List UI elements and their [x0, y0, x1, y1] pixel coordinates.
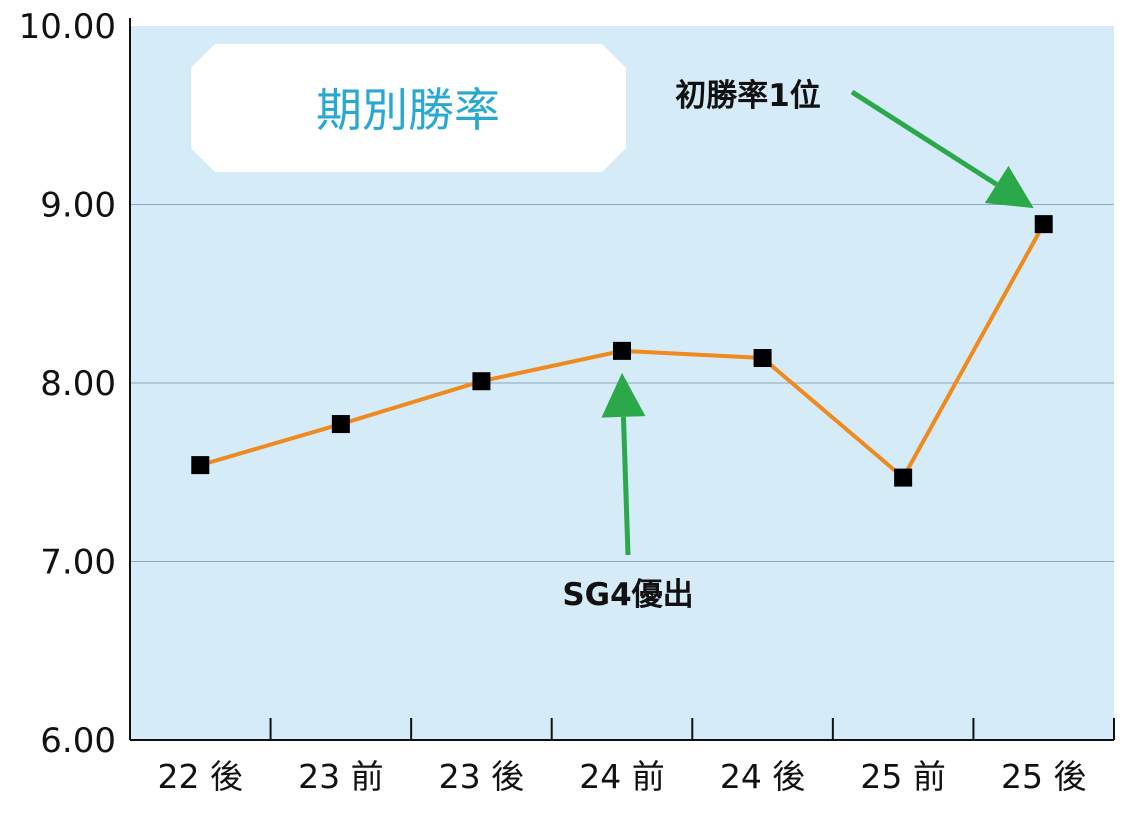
y-tick-label: 7.00: [40, 543, 116, 583]
data-point: [894, 468, 913, 487]
axes: [129, 18, 1115, 741]
data-point: [472, 372, 491, 391]
chart-title-box: 期別勝率: [191, 44, 626, 172]
annotation-first-place: 初勝率1位: [675, 78, 821, 114]
y-axis-ticks: 6.00 7.00 8.00 9.00 10.00: [19, 7, 116, 761]
x-axis-ticks: 22 後 23 前 23 後 24 前 24 後 25 前 25 後: [158, 757, 1087, 796]
x-tick-label: 25 前: [860, 757, 945, 796]
x-tick-label: 25 後: [1001, 757, 1086, 796]
data-point: [613, 341, 631, 360]
arrow-first-place-head: [984, 165, 1034, 209]
x-tick-label: 22 後: [158, 757, 243, 796]
arrow-sg4-shaft: [620, 416, 631, 556]
x-tick-label: 23 前: [298, 757, 383, 796]
y-tick-label: 10.00: [19, 7, 116, 47]
data-point: [191, 456, 210, 475]
data-point: [1034, 215, 1053, 234]
annotation-arrows: [601, 89, 1034, 556]
x-tick-label: 24 後: [720, 757, 805, 796]
x-tick-label: 23 後: [439, 757, 524, 796]
x-tick-label: 24 前: [579, 757, 664, 796]
data-markers: [191, 215, 1053, 487]
title-box-shape: [191, 44, 626, 172]
data-point: [331, 415, 350, 434]
y-tick-label: 9.00: [40, 186, 116, 226]
data-point: [753, 349, 772, 368]
arrow-first-place-shaft: [850, 89, 998, 187]
y-tick-label: 8.00: [40, 364, 116, 404]
annotation-sg4: SG4優出: [562, 577, 693, 613]
y-tick-label: 6.00: [40, 721, 116, 761]
arrow-sg4-head: [601, 372, 646, 418]
chart-title: 期別勝率: [316, 83, 500, 137]
